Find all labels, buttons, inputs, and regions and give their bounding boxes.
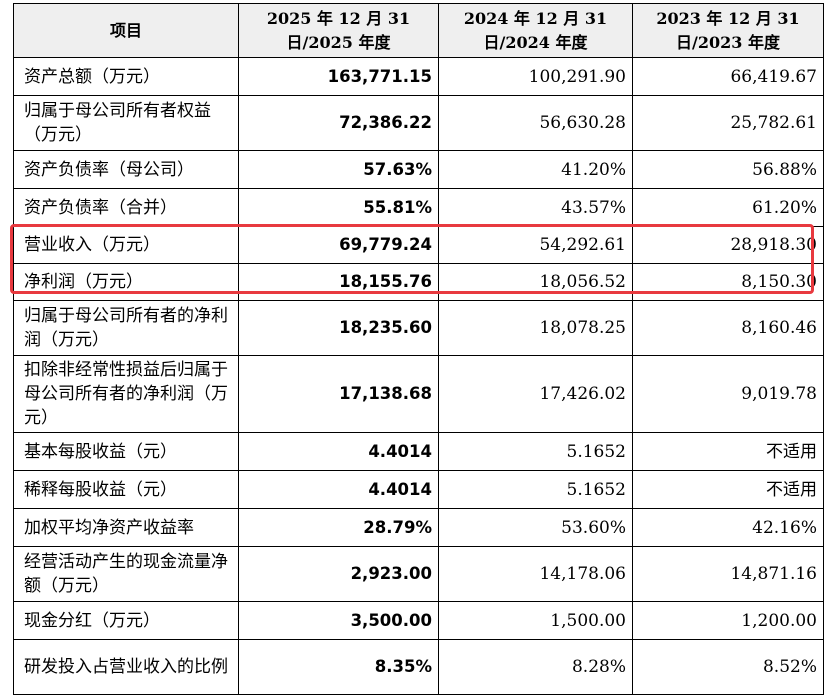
row-label: 基本每股收益（元） (13, 432, 239, 471)
table-row: 归属于母公司所有者的净利润（万元） 18,235.60 18,078.25 8,… (13, 300, 824, 356)
value-2025: 69,779.24 (238, 226, 439, 264)
value-2023: 8,150.30 (632, 263, 824, 301)
table-row: 营业收入（万元） 69,779.24 54,292.61 28,918.30 (13, 226, 824, 264)
row-label: 资产负债率（母公司） (13, 150, 239, 189)
table-row: 经营活动产生的现金流量净额（万元） 2,923.00 14,178.06 14,… (13, 546, 824, 602)
value-2023: 1,200.00 (632, 601, 824, 640)
value-2024: 41.20% (438, 150, 633, 189)
table-row: 扣除非经常性损益后归属于母公司所有者的净利润（万元） 17,138.68 17,… (13, 355, 824, 433)
value-2023: 28,918.30 (632, 226, 824, 264)
value-2024: 18,078.25 (438, 300, 633, 356)
value-2024: 53.60% (438, 508, 633, 547)
table-row: 资产总额（万元） 163,771.15 100,291.90 66,419.67 (13, 57, 824, 96)
value-2024: 14,178.06 (438, 546, 633, 602)
row-label: 资产负债率（合并） (13, 188, 239, 227)
financial-summary-table: 项目 2025 年 12 月 31 日/2025 年度 2024 年 12 月 … (13, 3, 824, 695)
table-row: 基本每股收益（元） 4.4014 5.1652 不适用 (13, 432, 824, 471)
value-2024: 17,426.02 (438, 355, 633, 433)
value-2025: 18,235.60 (238, 300, 439, 356)
value-2024: 54,292.61 (438, 226, 633, 264)
value-2023: 61.20% (632, 188, 824, 227)
row-label: 扣除非经常性损益后归属于母公司所有者的净利润（万元） (13, 355, 239, 433)
table-row: 研发投入占营业收入的比例 8.35% 8.28% 8.52% (13, 639, 824, 695)
value-2024: 1,500.00 (438, 601, 633, 640)
value-2024: 43.57% (438, 188, 633, 227)
value-2024: 100,291.90 (438, 57, 633, 96)
row-label: 净利润（万元） (13, 263, 239, 301)
value-2023: 不适用 (632, 432, 824, 471)
value-2025: 18,155.76 (238, 263, 439, 301)
row-label: 经营活动产生的现金流量净额（万元） (13, 546, 239, 602)
header-row: 项目 2025 年 12 月 31 日/2025 年度 2024 年 12 月 … (13, 3, 824, 58)
row-label: 资产总额（万元） (13, 57, 239, 96)
value-2025: 8.35% (238, 639, 439, 695)
value-2024: 5.1652 (438, 432, 633, 471)
value-2025: 3,500.00 (238, 601, 439, 640)
value-2024: 5.1652 (438, 470, 633, 509)
row-label: 归属于母公司所有者权益（万元） (13, 95, 239, 151)
value-2023: 14,871.16 (632, 546, 824, 602)
value-2025: 4.4014 (238, 470, 439, 509)
row-label: 营业收入（万元） (13, 226, 239, 264)
value-2025: 4.4014 (238, 432, 439, 471)
value-2024: 18,056.52 (438, 263, 633, 301)
row-label: 研发投入占营业收入的比例 (13, 639, 239, 695)
table-row: 现金分红（万元） 3,500.00 1,500.00 1,200.00 (13, 601, 824, 640)
header-2025: 2025 年 12 月 31 日/2025 年度 (238, 3, 439, 58)
table-row: 归属于母公司所有者权益（万元） 72,386.22 56,630.28 25,7… (13, 95, 824, 151)
value-2025: 17,138.68 (238, 355, 439, 433)
header-2024: 2024 年 12 月 31 日/2024 年度 (438, 3, 633, 58)
row-label: 归属于母公司所有者的净利润（万元） (13, 300, 239, 356)
table-row: 资产负债率（母公司） 57.63% 41.20% 56.88% (13, 150, 824, 189)
row-label: 稀释每股收益（元） (13, 470, 239, 509)
header-2023: 2023 年 12 月 31 日/2023 年度 (632, 3, 824, 58)
table-row: 稀释每股收益（元） 4.4014 5.1652 不适用 (13, 470, 824, 509)
table-row: 加权平均净资产收益率 28.79% 53.60% 42.16% (13, 508, 824, 547)
value-2025: 163,771.15 (238, 57, 439, 96)
value-2023: 56.88% (632, 150, 824, 189)
value-2023: 8.52% (632, 639, 824, 695)
table-row: 净利润（万元） 18,155.76 18,056.52 8,150.30 (13, 263, 824, 301)
value-2023: 9,019.78 (632, 355, 824, 433)
value-2025: 2,923.00 (238, 546, 439, 602)
value-2023: 8,160.46 (632, 300, 824, 356)
row-label: 加权平均净资产收益率 (13, 508, 239, 547)
value-2024: 56,630.28 (438, 95, 633, 151)
value-2025: 57.63% (238, 150, 439, 189)
table-row: 资产负债率（合并） 55.81% 43.57% 61.20% (13, 188, 824, 227)
value-2025: 55.81% (238, 188, 439, 227)
header-item: 项目 (13, 3, 239, 58)
row-label: 现金分红（万元） (13, 601, 239, 640)
value-2023: 66,419.67 (632, 57, 824, 96)
value-2023: 25,782.61 (632, 95, 824, 151)
value-2025: 72,386.22 (238, 95, 439, 151)
value-2023: 不适用 (632, 470, 824, 509)
value-2023: 42.16% (632, 508, 824, 547)
value-2025: 28.79% (238, 508, 439, 547)
value-2024: 8.28% (438, 639, 633, 695)
